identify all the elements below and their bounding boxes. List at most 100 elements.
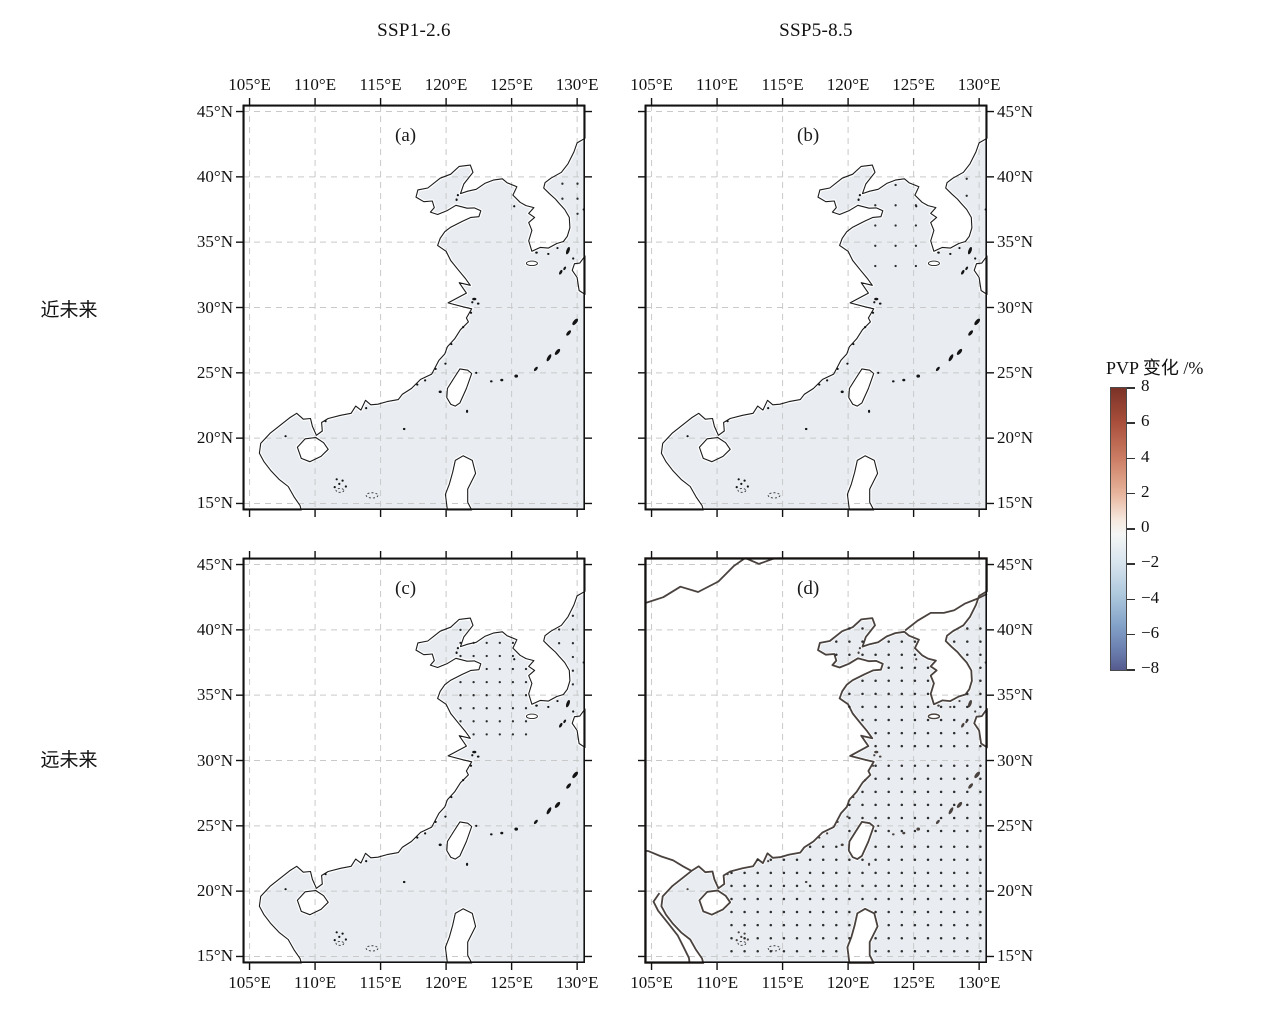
colorbar-tick-label: 2	[1141, 481, 1150, 501]
panel-label-d: (d)	[797, 578, 819, 599]
y-tick-label: 15°N	[997, 493, 1034, 513]
coastline	[644, 557, 988, 964]
graticule	[645, 105, 987, 510]
stipple-dots	[561, 182, 579, 215]
y-tick-label: 35°N	[997, 232, 1034, 252]
map-svg-b: (b)	[638, 98, 994, 517]
colorbar-tick	[1127, 492, 1135, 495]
y-tick-label: 45°N	[196, 554, 233, 574]
x-tick-label: 120°E	[424, 973, 468, 992]
x-tick-label: 130°E	[555, 75, 599, 94]
x-tick-label: 110°E	[696, 75, 739, 94]
coastline	[242, 557, 586, 964]
colorbar: PVP 变化 /% 8 6 4 2 0 −2 −4 −6 −8	[1106, 354, 1268, 677]
x-tick-label: 110°E	[696, 973, 739, 992]
stipple-dots	[874, 177, 968, 268]
y-tick-label: 30°N	[196, 750, 233, 770]
x-tick-label: 120°E	[826, 75, 870, 94]
y-tick-label: 40°N	[997, 619, 1034, 639]
y-tick-label: 45°N	[997, 101, 1034, 121]
y-tick-label: 30°N	[997, 750, 1034, 770]
y-tick-label: 40°N	[196, 619, 233, 639]
x-tick-label: 105°E	[228, 75, 271, 94]
panel-frame	[243, 558, 585, 963]
x-tick-label: 105°E	[228, 973, 271, 992]
colorbar-tick-label: −8	[1141, 658, 1160, 677]
x-tick-label: 125°E	[490, 973, 533, 992]
small-islands	[284, 194, 585, 499]
graticule	[645, 558, 987, 963]
colorbar-gradient	[1110, 387, 1127, 671]
x-tick-label: 130°E	[555, 973, 599, 992]
colorbar-tick-label: −2	[1141, 552, 1160, 572]
graticule	[243, 105, 585, 510]
y-tick-label: 25°N	[196, 815, 233, 835]
y-tick-label: 35°N	[196, 685, 233, 705]
panel-frame	[645, 105, 987, 510]
y-tick-label: 20°N	[997, 881, 1034, 901]
graticule	[243, 558, 585, 963]
column-title-ssp1-2.6: SSP1-2.6	[377, 20, 451, 41]
panel-label-a: (a)	[395, 125, 416, 146]
stipple-dots	[730, 627, 982, 953]
colorbar-tick	[1127, 457, 1135, 460]
y-tick-label: 15°N	[997, 946, 1034, 966]
colorbar-tick	[1127, 669, 1135, 671]
coastline	[242, 104, 586, 511]
x-tick-label: 125°E	[490, 75, 533, 94]
y-tick-label: 45°N	[196, 101, 233, 121]
panel-label-c: (c)	[395, 578, 416, 599]
y-tick-label: 35°N	[997, 685, 1034, 705]
map-svg-a: (a)	[236, 98, 592, 517]
axis-ticks	[236, 551, 592, 970]
y-tick-label: 35°N	[196, 232, 233, 252]
colorbar-tick-label: 6	[1141, 411, 1150, 431]
y-tick-label: 15°N	[196, 946, 233, 966]
y-tick-label: 20°N	[196, 428, 233, 448]
map-svg-c: (c)	[236, 551, 592, 970]
axis-ticks	[638, 551, 994, 970]
x-tick-label: 105°E	[630, 973, 673, 992]
colorbar-title: PVP 变化 /%	[1106, 358, 1204, 378]
colorbar-tick-label: 0	[1141, 517, 1150, 536]
y-tick-label: 40°N	[196, 166, 233, 186]
country-borders	[644, 557, 988, 964]
map-panel-d: (d) 105°E 110°E 115°E 120°E 125°E 130°E 45°N 40°…	[630, 551, 1033, 992]
colorbar-tick	[1127, 598, 1135, 601]
colorbar-tick	[1127, 387, 1135, 389]
y-tick-label: 15°N	[196, 493, 233, 513]
panel-frame	[243, 105, 585, 510]
x-tick-label: 115°E	[761, 75, 804, 94]
y-tick-label: 25°N	[997, 815, 1034, 835]
x-tick-label: 110°E	[294, 973, 337, 992]
x-tick-label: 125°E	[892, 973, 935, 992]
colorbar-tick-label: −4	[1141, 587, 1160, 607]
y-tick-label: 30°N	[196, 297, 233, 317]
row-label-near-future: 近未来	[40, 300, 98, 321]
small-islands	[284, 647, 585, 952]
colorbar-tick-label: −6	[1141, 622, 1160, 642]
colorbar-tick-label: 8	[1141, 376, 1150, 395]
colorbar-tick-label: 4	[1141, 446, 1150, 466]
x-tick-label: 130°E	[957, 973, 1001, 992]
map-panel-c: (c) 105°E 110°E 115°E 120°E 125°E 130°E 45°N 40°…	[197, 551, 598, 992]
y-tick-label: 45°N	[997, 554, 1034, 574]
small-islands	[686, 194, 987, 499]
colorbar-tick	[1127, 528, 1135, 530]
y-tick-label: 25°N	[196, 362, 233, 382]
y-tick-label: 20°N	[196, 881, 233, 901]
axis-ticks	[638, 98, 994, 517]
x-tick-label: 115°E	[359, 973, 402, 992]
panel-frame	[645, 558, 987, 963]
map-panel-a: (a) 105°E 110°E 115°E 120°E 125°E 130°E 45°N 40°…	[197, 75, 598, 517]
x-tick-label: 130°E	[957, 75, 1001, 94]
axis-ticks	[236, 98, 592, 517]
x-tick-label: 115°E	[761, 973, 804, 992]
map-panel-b: (b) 105°E 110°E 115°E 120°E 125°E 130°E 45°N 40°…	[630, 75, 1033, 517]
colorbar-tick	[1127, 633, 1135, 636]
x-tick-label: 105°E	[630, 75, 673, 94]
x-tick-label: 120°E	[424, 75, 468, 94]
colorbar-tick	[1127, 563, 1135, 565]
y-tick-label: 20°N	[997, 428, 1034, 448]
